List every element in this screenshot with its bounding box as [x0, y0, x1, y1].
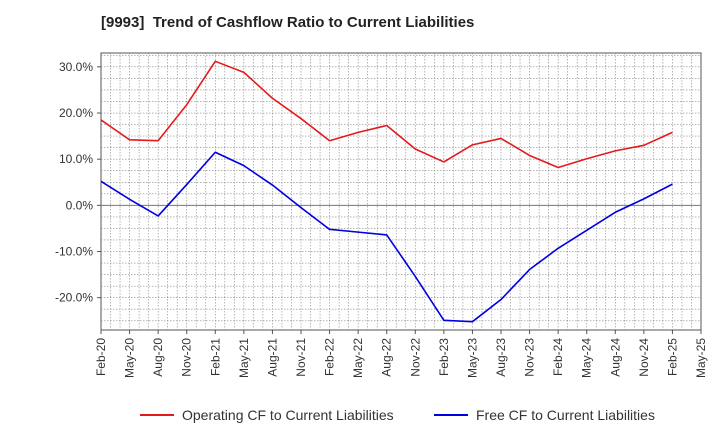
- x-tick-label: Nov-23: [523, 338, 537, 377]
- y-tick-label: 20.0%: [59, 106, 93, 120]
- x-axis: Feb-20 May-20 Aug-20 Nov-20 Feb-21 May-21 Aug-…: [94, 330, 708, 378]
- x-tick-label: Feb-22: [323, 338, 337, 376]
- x-tick-label: Aug-22: [380, 338, 394, 377]
- x-tick-label: Feb-20: [94, 338, 108, 376]
- x-tick-label: Feb-25: [665, 338, 679, 376]
- x-tick-label: Nov-24: [637, 338, 651, 377]
- series-line-1: [100, 60, 673, 169]
- x-tick-label: Feb-23: [437, 338, 451, 376]
- x-tick-label: Aug-20: [151, 338, 165, 377]
- legend-label-2: Free CF to Current Liabilities: [476, 407, 655, 423]
- y-tick-label: 30.0%: [59, 60, 93, 74]
- x-tick-label: Aug-21: [265, 338, 279, 377]
- x-tick-label: Feb-21: [208, 338, 222, 376]
- x-tick-label: May-20: [123, 338, 137, 378]
- x-tick-label: May-25: [694, 338, 708, 378]
- x-tick-label: May-24: [580, 338, 594, 378]
- y-axis: 30.0% 20.0% 10.0% 0.0% -10.0% -20.0%: [55, 60, 101, 305]
- x-tick-label: Feb-24: [551, 338, 565, 376]
- plot-area: [100, 52, 702, 331]
- x-tick-label: Nov-21: [294, 338, 308, 377]
- legend-label-1: Operating CF to Current Liabilities: [182, 407, 394, 423]
- x-tick-label: Aug-24: [608, 338, 622, 377]
- y-tick-label: 10.0%: [59, 152, 93, 166]
- grid: [101, 53, 701, 330]
- x-tick-label: May-23: [465, 338, 479, 378]
- x-tick-label: May-22: [351, 338, 365, 378]
- y-tick-label: -10.0%: [55, 245, 93, 259]
- legend: Operating CF to Current Liabilities Free …: [140, 407, 655, 423]
- y-tick-label: 0.0%: [66, 198, 94, 212]
- x-tick-label: May-21: [237, 338, 251, 378]
- x-tick-label: Nov-20: [180, 338, 194, 377]
- x-tick-label: Nov-22: [408, 338, 422, 377]
- plot-frame: [100, 52, 702, 331]
- chart-title: [9993] Trend of Cashflow Ratio to Curren…: [101, 14, 475, 31]
- series-group: [100, 60, 673, 323]
- x-tick-label: Aug-23: [494, 338, 508, 377]
- y-tick-label: -20.0%: [55, 291, 93, 305]
- series-line-2: [100, 151, 673, 323]
